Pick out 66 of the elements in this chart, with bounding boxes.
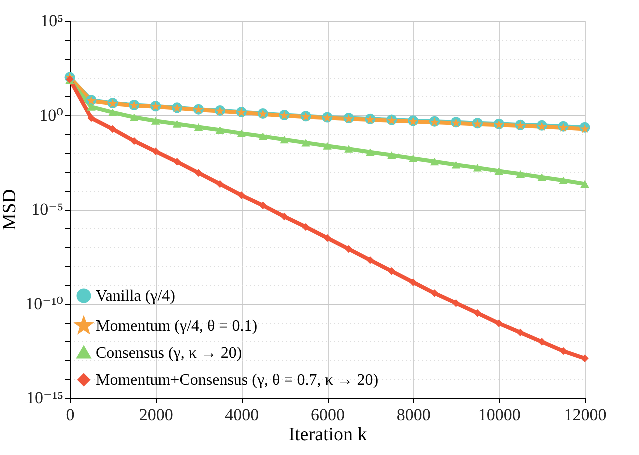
point (516, 170, 526, 178)
point (560, 347, 568, 356)
x-tick-label: 8000 (396, 406, 431, 424)
y-tick-label: 10⁻¹⁵ (26, 388, 64, 408)
point (366, 256, 374, 264)
point (324, 234, 332, 242)
y-tick-label: 10⁻⁵ (32, 200, 64, 219)
point (473, 164, 482, 172)
point (194, 123, 204, 132)
legend-label: Vanilla (γ/4) (96, 288, 176, 305)
point (452, 299, 460, 308)
point (87, 103, 96, 111)
point (345, 245, 353, 254)
point (238, 192, 246, 200)
legend-label: Momentum (γ/4, θ = 0.1) (96, 318, 258, 335)
x-axis-title: Iteration k (288, 424, 368, 446)
point (194, 169, 203, 178)
point (130, 114, 139, 122)
point (538, 174, 546, 182)
point (280, 212, 288, 221)
point (152, 148, 160, 156)
point (130, 137, 138, 146)
point (216, 180, 224, 188)
point (88, 114, 96, 122)
point (344, 145, 354, 153)
y-tick-label: 10⁰ (40, 106, 64, 125)
point (452, 161, 461, 169)
point (409, 278, 418, 286)
point (259, 202, 267, 210)
point (559, 176, 568, 184)
x-tick-label: 2000 (139, 406, 174, 424)
point (237, 130, 246, 138)
point (430, 158, 440, 166)
legend-label: Consensus (γ, κ → 20) (96, 345, 242, 362)
point (108, 108, 118, 116)
x-tick-label: 6000 (311, 406, 345, 424)
point (302, 139, 310, 147)
point (216, 126, 225, 134)
point (323, 142, 332, 150)
point (366, 148, 375, 156)
legend-label: Momentum+Consensus (γ, θ = 0.7, κ → 20) (96, 372, 379, 389)
point (387, 152, 396, 160)
point (538, 338, 546, 346)
point (388, 268, 396, 276)
point (494, 167, 504, 176)
point (580, 180, 590, 188)
point (172, 120, 182, 128)
x-tick-label: 12000 (564, 406, 607, 424)
point (581, 354, 589, 362)
point (258, 132, 268, 140)
point (474, 309, 482, 318)
point (151, 117, 160, 125)
point (302, 223, 310, 232)
point (408, 154, 418, 162)
x-tick-label: 10000 (478, 406, 521, 424)
point (516, 328, 524, 337)
y-tick-label: 10⁻¹⁰ (26, 294, 64, 314)
y-tick-label: 10⁵ (40, 12, 64, 30)
point (109, 125, 117, 134)
point (430, 290, 439, 298)
y-axis-title: MSD (0, 189, 21, 231)
x-tick-label: 0 (66, 406, 75, 424)
point (173, 158, 182, 166)
point (495, 320, 504, 328)
point (280, 136, 289, 144)
x-tick-label: 4000 (225, 406, 260, 424)
